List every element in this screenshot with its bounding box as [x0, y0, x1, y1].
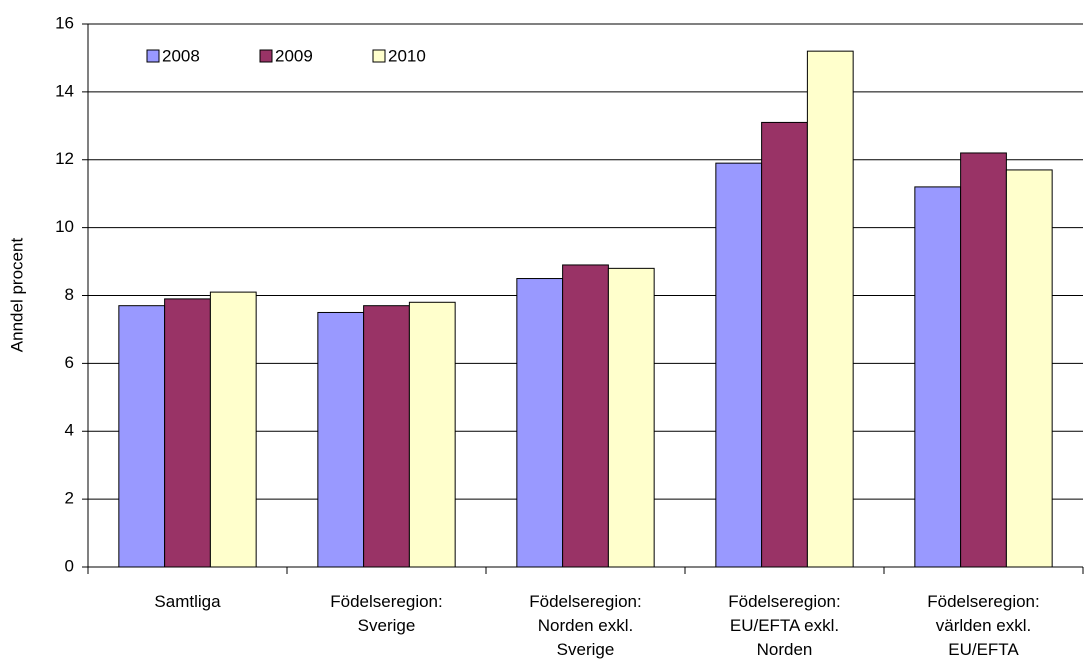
- x-tick-label-line: Födelseregion:: [330, 592, 442, 611]
- bar: [118, 305, 166, 568]
- legend-swatch: [146, 49, 160, 63]
- bar: [960, 152, 1007, 568]
- x-tick-label-line: Födelseregion:: [728, 592, 840, 611]
- x-tick-label-line: världen exkl.: [936, 616, 1031, 635]
- bar: [164, 298, 211, 568]
- x-tick-label: Födelseregion: Sverige: [330, 592, 442, 635]
- bar: [363, 305, 410, 568]
- x-tick-label: Födelseregion: Norden exkl. Sverige: [529, 592, 641, 659]
- legend-label: 2010: [388, 46, 426, 65]
- y-tick-label: 10: [55, 217, 74, 236]
- x-tick-label: Födelseregion: världen exkl. EU/EFTA: [927, 592, 1039, 659]
- x-tick-label-line: Födelseregion:: [529, 592, 641, 611]
- legend-label: 2009: [275, 46, 313, 65]
- y-tick-label: 14: [55, 81, 74, 100]
- bar: [914, 186, 962, 568]
- x-tick-label-line: EU/EFTA exkl.: [730, 616, 839, 635]
- y-tick-label: 0: [65, 556, 74, 575]
- bar: [607, 267, 655, 568]
- y-tick-label: 12: [55, 149, 74, 168]
- y-tick-label: 6: [65, 353, 74, 372]
- y-axis-label: Anndel procent: [7, 238, 26, 353]
- bar: [761, 121, 808, 568]
- x-tick-label-line: Sverige: [557, 640, 615, 659]
- bar: [562, 264, 609, 568]
- bar: [408, 301, 456, 568]
- bar: [715, 162, 763, 568]
- y-tick-label: 2: [65, 489, 74, 508]
- legend-label: 2008: [162, 46, 200, 65]
- x-tick-label-line: Norden: [757, 640, 813, 659]
- legend-swatch: [372, 49, 386, 63]
- bar: [516, 278, 564, 568]
- bar: [806, 50, 854, 568]
- bar: [209, 291, 257, 568]
- bar: [1005, 169, 1053, 568]
- bar: [317, 311, 365, 568]
- y-tick-label: 4: [65, 421, 74, 440]
- x-tick-label-line: Norden exkl.: [538, 616, 633, 635]
- x-tick-label-line: Sverige: [358, 616, 416, 635]
- x-tick-label: Samtliga: [154, 592, 221, 611]
- x-tick-label-line: EU/EFTA: [948, 640, 1019, 659]
- x-tick-label-line: Samtliga: [154, 592, 221, 611]
- y-tick-label: 16: [55, 13, 74, 32]
- legend-swatch: [259, 49, 273, 63]
- y-tick-label: 8: [65, 285, 74, 304]
- x-tick-label-line: Födelseregion:: [927, 592, 1039, 611]
- x-tick-label: Födelseregion: EU/EFTA exkl. Norden: [728, 592, 840, 659]
